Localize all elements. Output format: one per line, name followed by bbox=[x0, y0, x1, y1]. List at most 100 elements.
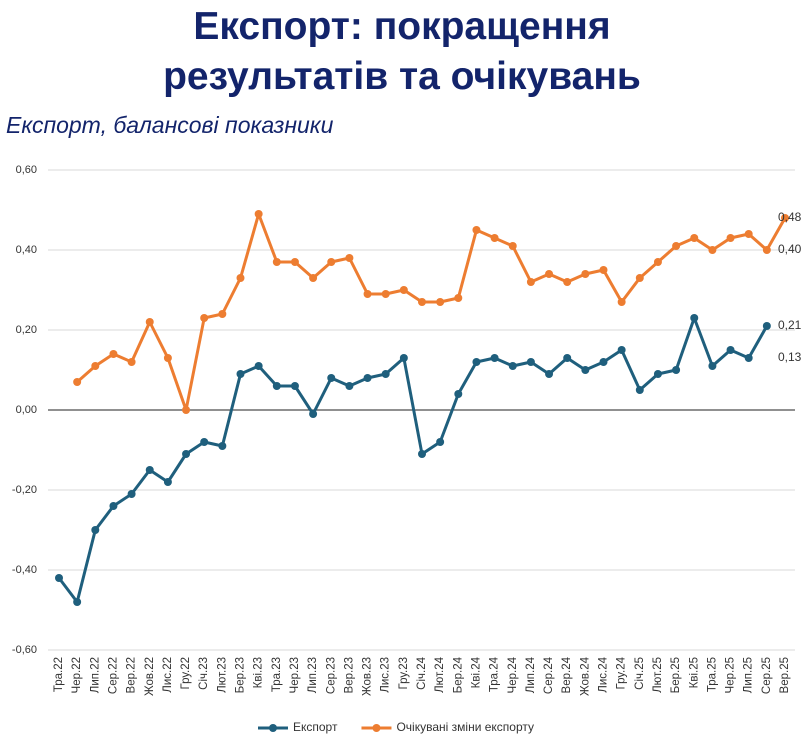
x-tick-label: Гру.24 bbox=[616, 656, 628, 689]
point bbox=[581, 270, 590, 278]
legend-marker bbox=[269, 724, 277, 732]
point bbox=[73, 378, 82, 386]
x-tick-label: Тра.22 bbox=[53, 657, 65, 692]
x-tick-label: Кві.23 bbox=[253, 657, 265, 688]
x-tick-label: Жов.23 bbox=[362, 657, 374, 696]
point bbox=[309, 274, 318, 282]
x-tick-label: Чер.22 bbox=[71, 657, 83, 693]
point bbox=[454, 294, 463, 302]
x-tick-label: Лис.22 bbox=[162, 657, 174, 693]
point bbox=[182, 406, 191, 414]
x-tick-label: Лип.25 bbox=[743, 657, 755, 693]
series-line bbox=[57, 316, 769, 604]
x-tick-label: Вер.25 bbox=[779, 657, 791, 693]
x-tick-label: Сер.22 bbox=[107, 657, 119, 694]
x-tick-label: Січ.24 bbox=[416, 656, 428, 689]
x-tick-label: Лип.24 bbox=[525, 656, 537, 693]
point bbox=[399, 354, 408, 362]
point bbox=[327, 258, 336, 266]
point bbox=[653, 258, 662, 266]
value-label: 0,40 bbox=[778, 242, 802, 256]
series-line bbox=[76, 212, 787, 412]
point bbox=[145, 466, 154, 474]
point bbox=[381, 290, 390, 298]
x-tick-label: Сер.23 bbox=[325, 657, 337, 694]
point bbox=[690, 314, 699, 322]
x-tick-label: Сер.24 bbox=[543, 656, 555, 694]
point bbox=[345, 382, 354, 390]
point bbox=[200, 314, 209, 322]
point bbox=[127, 358, 136, 366]
chart-subtitle: Експорт, балансові показники bbox=[6, 112, 334, 138]
legend-label: Очікувані зміни експорту bbox=[396, 720, 534, 734]
point bbox=[218, 310, 227, 318]
point bbox=[91, 526, 100, 534]
point bbox=[690, 234, 699, 242]
point bbox=[672, 366, 681, 374]
point bbox=[418, 450, 426, 458]
x-tick-label: Кві.25 bbox=[688, 657, 700, 688]
x-tick-label: Лис.23 bbox=[380, 657, 392, 693]
x-tick-label: Тра.25 bbox=[706, 657, 718, 692]
x-tick-label: Жов.24 bbox=[579, 656, 591, 696]
y-tick-label: 0,60 bbox=[16, 164, 37, 176]
point bbox=[200, 438, 209, 446]
x-tick-label: Лют.23 bbox=[216, 657, 228, 693]
x-tick-label: Сер.25 bbox=[761, 657, 773, 694]
y-tick-label: 0,00 bbox=[16, 404, 37, 416]
point bbox=[744, 230, 753, 238]
x-tick-label: Лип.23 bbox=[307, 657, 319, 693]
x-tick-label: Вер.23 bbox=[343, 657, 355, 693]
x-tick-label: Чер.25 bbox=[725, 657, 737, 693]
point bbox=[545, 370, 554, 378]
x-tick-label: Кві.24 bbox=[470, 656, 482, 688]
y-tick-label: -0,20 bbox=[12, 484, 37, 496]
point bbox=[708, 246, 717, 254]
chart-title: Експорт: покращення результатів та очіку… bbox=[163, 5, 641, 98]
point bbox=[254, 362, 263, 370]
point bbox=[635, 274, 644, 282]
point bbox=[145, 318, 154, 326]
x-tick-label: Жов.22 bbox=[144, 657, 156, 696]
point bbox=[327, 374, 336, 382]
point bbox=[726, 234, 735, 242]
point bbox=[418, 298, 426, 306]
point bbox=[472, 358, 481, 366]
point bbox=[508, 362, 517, 370]
point bbox=[363, 290, 372, 298]
point bbox=[182, 450, 191, 458]
point bbox=[563, 278, 572, 286]
point bbox=[726, 346, 735, 354]
y-tick-label: 0,40 bbox=[16, 244, 37, 256]
x-tick-label: Лис.24 bbox=[598, 656, 610, 692]
point bbox=[91, 362, 100, 370]
x-tick-label: Лют.24 bbox=[434, 656, 446, 693]
point bbox=[272, 258, 281, 266]
point bbox=[363, 374, 372, 382]
point bbox=[472, 226, 481, 234]
x-tick-label: Гру.22 bbox=[180, 657, 192, 689]
point bbox=[508, 242, 517, 250]
point bbox=[526, 278, 535, 286]
point bbox=[254, 210, 263, 218]
y-tick-label: -0,60 bbox=[12, 644, 37, 656]
value-label: 0,48 bbox=[778, 210, 802, 224]
point bbox=[290, 258, 299, 266]
x-tick-label: Січ.23 bbox=[198, 657, 210, 690]
point bbox=[762, 322, 771, 330]
point bbox=[490, 354, 499, 362]
point bbox=[617, 298, 626, 306]
point bbox=[73, 598, 82, 606]
value-label: 0,21 bbox=[778, 318, 802, 332]
point bbox=[290, 382, 299, 390]
point bbox=[744, 354, 753, 362]
point bbox=[563, 354, 572, 362]
point bbox=[635, 386, 644, 394]
point bbox=[436, 298, 445, 306]
x-tick-label: Бер.23 bbox=[235, 657, 247, 693]
point bbox=[272, 382, 281, 390]
point bbox=[163, 478, 172, 486]
point bbox=[236, 274, 245, 282]
